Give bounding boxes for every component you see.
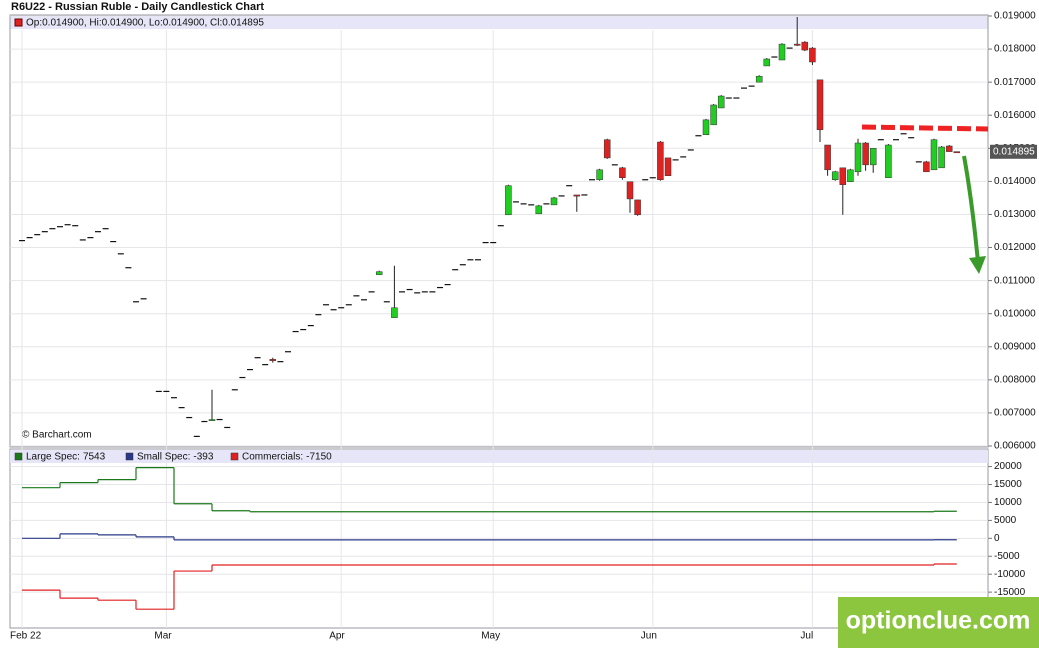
cot-y-tick-label: 20000 bbox=[994, 461, 1022, 472]
candle-body bbox=[869, 148, 877, 166]
arrow-shaft bbox=[962, 155, 980, 263]
arrow-head bbox=[969, 256, 986, 274]
y-tick-label: 0.013000 bbox=[994, 209, 1036, 220]
legend-value: 7543 bbox=[83, 452, 106, 463]
candle-body bbox=[885, 144, 892, 178]
candle-body bbox=[930, 139, 938, 171]
candle-body bbox=[755, 75, 763, 83]
candle-body bbox=[550, 197, 558, 206]
candle-body bbox=[945, 145, 953, 152]
x-tick-label: Jul bbox=[800, 631, 813, 642]
y-tick-label: 0.009000 bbox=[994, 341, 1036, 352]
credit: © Barchart.com bbox=[22, 430, 92, 441]
y-tick-label: 0.014000 bbox=[994, 176, 1036, 187]
cot-y-tick-label: -15000 bbox=[994, 587, 1026, 598]
y-tick-label: 0.012000 bbox=[994, 242, 1036, 253]
watermark: optionclue.com bbox=[846, 607, 1031, 635]
y-tick-label: 0.019000 bbox=[994, 11, 1036, 22]
candle-body bbox=[717, 95, 725, 109]
candle-body bbox=[923, 161, 930, 173]
candle-body bbox=[391, 307, 398, 318]
cot-y-tick-label: -10000 bbox=[994, 569, 1026, 580]
quote-swatch bbox=[14, 18, 23, 27]
candle-body bbox=[710, 104, 717, 126]
legend-swatch bbox=[230, 452, 239, 461]
legend-swatch bbox=[125, 452, 134, 461]
candle-body bbox=[634, 199, 641, 216]
marks: 0.0190000.0180000.0170000.0160000.015000… bbox=[10, 11, 1037, 642]
candle-body bbox=[778, 43, 786, 61]
last-price-box bbox=[990, 144, 1037, 159]
legend-value: -393 bbox=[193, 452, 213, 463]
candle-body bbox=[664, 157, 672, 177]
candle-body bbox=[816, 79, 824, 131]
candle-body bbox=[375, 271, 383, 275]
legend-value: -7150 bbox=[306, 452, 332, 463]
candle-body bbox=[847, 169, 854, 182]
price-panel bbox=[9, 14, 989, 448]
candle-body bbox=[854, 142, 862, 173]
cot-y-tick-label: -5000 bbox=[994, 551, 1020, 562]
y-tick-label: 0.016000 bbox=[994, 110, 1036, 121]
legend-swatch bbox=[14, 452, 23, 461]
candle-body bbox=[573, 194, 581, 197]
candle-body bbox=[809, 47, 816, 63]
candle-body bbox=[839, 167, 847, 185]
x-tick-label: Feb 22 bbox=[10, 631, 42, 642]
y-tick-label: 0.017000 bbox=[994, 77, 1036, 88]
cot-y-tick-label: 10000 bbox=[994, 497, 1022, 508]
y-tick-label: 0.018000 bbox=[994, 44, 1036, 55]
candle-body bbox=[535, 205, 543, 215]
candle-body bbox=[657, 141, 664, 180]
cot-y-tick-label: 5000 bbox=[994, 515, 1017, 526]
resistance-annotation bbox=[861, 124, 989, 132]
cot-y-tick-label: 15000 bbox=[994, 479, 1022, 490]
y-tick-label: 0.010000 bbox=[994, 308, 1036, 319]
chart-title: R6U22 - Russian Ruble - Daily Candlestic… bbox=[11, 1, 264, 13]
y-tick-label: 0.011000 bbox=[994, 275, 1035, 286]
y-tick-label: 0.008000 bbox=[994, 374, 1036, 385]
watermark-box bbox=[838, 597, 1039, 648]
candle-body bbox=[505, 185, 512, 216]
candle-body bbox=[831, 171, 839, 180]
x-tick-label: May bbox=[481, 631, 500, 642]
last-price-label: 0.014895 bbox=[993, 146, 1035, 157]
x-tick-label: Jun bbox=[641, 631, 657, 642]
legend-label: Large Spec: bbox=[26, 452, 80, 463]
legend-label: Small Spec: bbox=[137, 452, 190, 463]
candle-body bbox=[801, 41, 809, 51]
x-tick-label: Mar bbox=[154, 631, 172, 642]
x-tick-label: Apr bbox=[329, 631, 345, 642]
candle-body bbox=[208, 419, 216, 421]
candle-body bbox=[953, 151, 961, 154]
candle-body bbox=[619, 167, 626, 178]
candle-body bbox=[793, 43, 801, 46]
quote: Op:0.014900, Hi:0.014900, Lo:0.014900, C… bbox=[26, 18, 264, 29]
candle-body bbox=[824, 144, 831, 171]
y-tick-label: 0.007000 bbox=[994, 408, 1036, 419]
quote-band bbox=[10, 15, 988, 29]
candle-body bbox=[862, 142, 869, 166]
candle-body bbox=[596, 169, 603, 180]
cot-y-tick-label: 0 bbox=[994, 533, 1000, 544]
candle-body bbox=[603, 139, 611, 159]
candle-body bbox=[763, 58, 771, 67]
candle-body bbox=[702, 119, 710, 135]
y-tick-label: 0.006000 bbox=[994, 441, 1036, 452]
candle-body bbox=[938, 146, 945, 169]
candle-body bbox=[626, 181, 634, 200]
cot-legend-band bbox=[10, 450, 988, 463]
candle-body bbox=[269, 359, 277, 361]
legend-label: Commercials: bbox=[242, 452, 303, 463]
